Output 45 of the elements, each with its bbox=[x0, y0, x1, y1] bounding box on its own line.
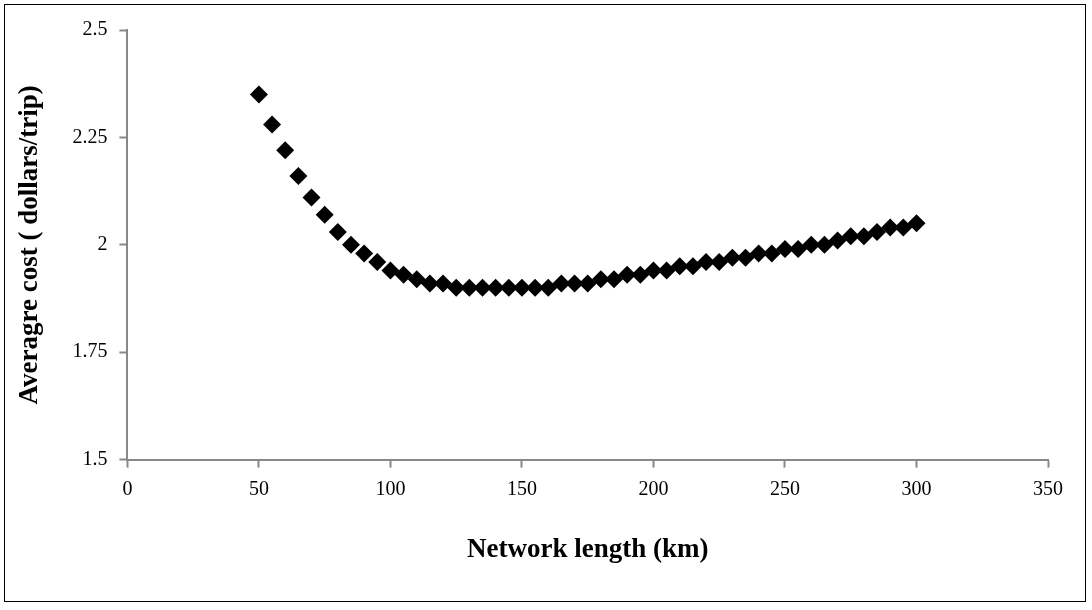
point bbox=[605, 270, 623, 289]
point bbox=[775, 240, 794, 259]
point bbox=[749, 244, 768, 263]
x-tick-label: 250 bbox=[769, 476, 800, 499]
x-tick-label: 100 bbox=[375, 476, 406, 499]
y-tick-label: 2 bbox=[97, 232, 108, 255]
point bbox=[434, 274, 453, 293]
x-tick-label: 350 bbox=[1033, 476, 1063, 499]
point bbox=[670, 257, 689, 276]
point bbox=[289, 167, 308, 186]
y-tick-label: 2.5 bbox=[82, 17, 108, 40]
point bbox=[815, 235, 834, 254]
point bbox=[539, 278, 558, 297]
point bbox=[328, 222, 347, 241]
x-tick-label: 150 bbox=[506, 476, 537, 499]
point bbox=[828, 231, 847, 250]
point bbox=[710, 252, 729, 271]
point bbox=[315, 205, 334, 224]
point bbox=[407, 270, 426, 289]
x-axis-title: Network length (km) bbox=[466, 532, 709, 563]
point bbox=[263, 115, 282, 134]
x-tick-label: 300 bbox=[901, 476, 932, 499]
y-axis-title: Averagre cost ( dollars/trip) bbox=[13, 85, 44, 405]
point bbox=[249, 85, 268, 104]
point bbox=[394, 265, 413, 284]
point bbox=[368, 252, 387, 271]
point bbox=[591, 270, 610, 289]
point bbox=[631, 265, 650, 284]
y-tick-label: 2.25 bbox=[72, 124, 108, 147]
point bbox=[841, 227, 860, 246]
x-tick-label: 50 bbox=[248, 476, 269, 499]
y-tick-label: 1.5 bbox=[82, 446, 108, 469]
point bbox=[868, 222, 887, 241]
y-tick-label: 1.75 bbox=[72, 339, 108, 362]
point bbox=[381, 261, 400, 280]
point bbox=[894, 218, 913, 237]
point bbox=[789, 240, 808, 259]
point bbox=[276, 141, 295, 160]
point bbox=[355, 244, 374, 263]
point bbox=[302, 188, 321, 207]
point bbox=[907, 214, 926, 233]
x-tick-label: 200 bbox=[638, 476, 669, 499]
point bbox=[341, 235, 360, 254]
point bbox=[420, 274, 439, 293]
x-tick-label: 0 bbox=[122, 476, 133, 499]
